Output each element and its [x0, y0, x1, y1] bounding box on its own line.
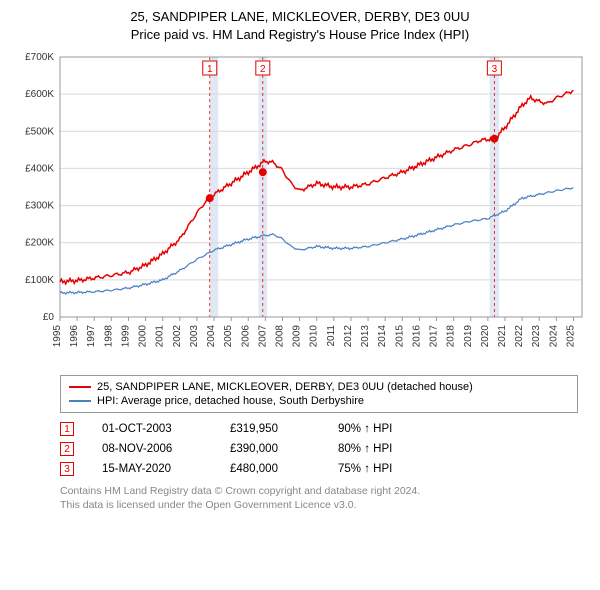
transaction-date: 15-MAY-2020: [102, 463, 202, 475]
x-tick-label: 2011: [326, 325, 337, 347]
transactions-table: 1 01-OCT-2003 £319,950 90% ↑ HPI 2 08-NOV-200…: [60, 419, 578, 479]
x-tick-label: 2012: [343, 325, 354, 348]
x-tick-label: 2019: [463, 325, 474, 348]
x-tick-label: 2015: [394, 325, 405, 348]
transaction-date: 08-NOV-2006: [102, 443, 202, 455]
transaction-pct: 80% ↑ HPI: [338, 443, 428, 455]
x-tick-label: 2014: [377, 325, 388, 348]
x-tick-label: 2005: [223, 325, 234, 348]
y-tick-label: £100K: [25, 275, 54, 286]
transaction-dot: [259, 168, 267, 176]
transaction-row: 1 01-OCT-2003 £319,950 90% ↑ HPI: [60, 419, 578, 439]
x-tick-label: 1999: [120, 325, 131, 348]
y-tick-label: £0: [43, 312, 55, 323]
x-tick-label: 2010: [309, 325, 320, 348]
x-tick-label: 1996: [69, 325, 80, 348]
y-tick-label: £700K: [25, 52, 54, 63]
legend-label: 25, SANDPIPER LANE, MICKLEOVER, DERBY, D…: [97, 381, 473, 393]
transaction-pct: 90% ↑ HPI: [338, 423, 428, 435]
transaction-pct: 75% ↑ HPI: [338, 463, 428, 475]
transaction-dot: [490, 135, 498, 143]
chart-area: £0 £100K £200K £300K £400K £500K £600K £700K 199…: [12, 49, 588, 369]
x-tick-label: 2004: [206, 325, 217, 348]
transaction-price: £390,000: [230, 443, 310, 455]
legend-row-property: 25, SANDPIPER LANE, MICKLEOVER, DERBY, D…: [69, 380, 569, 394]
x-tick-label: 2008: [274, 325, 285, 348]
transaction-marker: 3: [60, 462, 74, 476]
x-tick-label: 2016: [411, 325, 422, 348]
y-tick-label: £300K: [25, 201, 54, 212]
x-tick-label: 2001: [155, 325, 166, 348]
y-tick-label: £500K: [25, 126, 54, 137]
x-tick-label: 2002: [172, 325, 183, 348]
chart-marker: 2: [256, 61, 270, 75]
chart-title-line2: Price paid vs. HM Land Registry's House …: [12, 26, 588, 44]
y-tick-label: £200K: [25, 238, 54, 249]
svg-text:1: 1: [207, 64, 213, 75]
x-tick-label: 2023: [531, 325, 542, 348]
x-tick-label: 2017: [429, 325, 440, 348]
x-tick-label: 2007: [257, 325, 268, 348]
transaction-price: £480,000: [230, 463, 310, 475]
legend-row-hpi: HPI: Average price, detached house, Sout…: [69, 394, 569, 408]
footnote: Contains HM Land Registry data © Crown c…: [60, 485, 578, 512]
chart-container: 25, SANDPIPER LANE, MICKLEOVER, DERBY, D…: [0, 0, 600, 520]
y-tick-label: £600K: [25, 89, 54, 100]
chart-marker: 3: [487, 61, 501, 75]
transaction-marker: 1: [60, 422, 74, 436]
transaction-price: £319,950: [230, 423, 310, 435]
transaction-row: 3 15-MAY-2020 £480,000 75% ↑ HPI: [60, 459, 578, 479]
transaction-dot: [206, 194, 214, 202]
chart-title-line1: 25, SANDPIPER LANE, MICKLEOVER, DERBY, D…: [12, 8, 588, 26]
transaction-marker: 2: [60, 442, 74, 456]
x-tick-label: 2013: [360, 325, 371, 348]
legend: 25, SANDPIPER LANE, MICKLEOVER, DERBY, D…: [60, 375, 578, 413]
x-tick-label: 2022: [514, 325, 525, 348]
x-tick-label: 2024: [548, 325, 559, 348]
x-tick-label: 2003: [189, 325, 200, 348]
x-tick-label: 2018: [446, 325, 457, 348]
y-tick-label: £400K: [25, 164, 54, 175]
x-tick-label: 1995: [52, 325, 63, 348]
footnote-line1: Contains HM Land Registry data © Crown c…: [60, 485, 578, 499]
svg-text:3: 3: [492, 64, 498, 75]
highlight-band: [210, 57, 219, 317]
x-tick-label: 2021: [497, 325, 508, 348]
transaction-date: 01-OCT-2003: [102, 423, 202, 435]
svg-text:2: 2: [260, 64, 266, 75]
footnote-line2: This data is licensed under the Open Gov…: [60, 499, 578, 513]
x-tick-label: 2006: [240, 325, 251, 348]
transaction-row: 2 08-NOV-2006 £390,000 80% ↑ HPI: [60, 439, 578, 459]
x-tick-label: 2009: [292, 325, 303, 348]
legend-label: HPI: Average price, detached house, Sout…: [97, 395, 364, 407]
x-tick-label: 1997: [86, 325, 97, 348]
line-chart-svg: £0 £100K £200K £300K £400K £500K £600K £700K 199…: [12, 49, 588, 369]
x-tick-label: 2020: [480, 325, 491, 348]
legend-swatch: [69, 386, 91, 388]
x-tick-label: 2025: [565, 325, 576, 348]
x-tick-label: 2000: [138, 325, 149, 348]
x-tick-label: 1998: [103, 325, 114, 348]
legend-swatch: [69, 400, 91, 402]
chart-marker: 1: [203, 61, 217, 75]
